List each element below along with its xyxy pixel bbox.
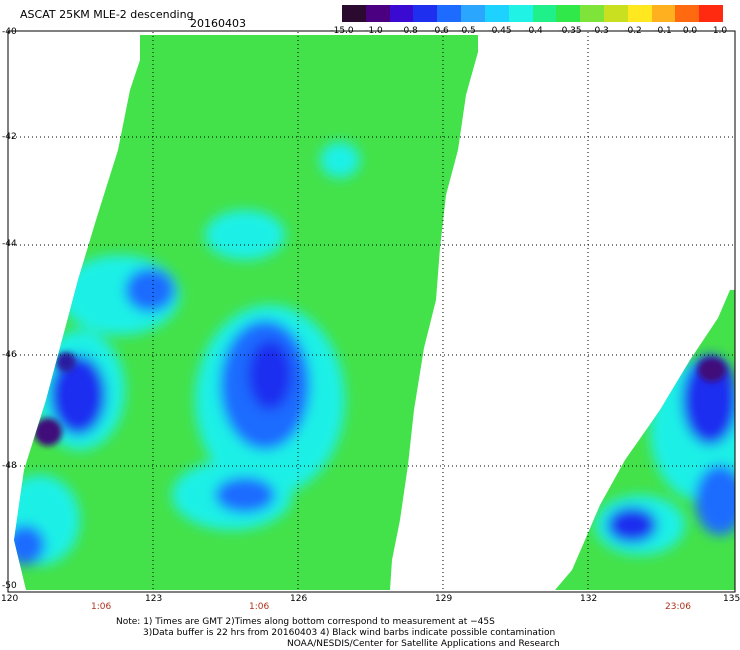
lon-label: 135	[723, 594, 740, 604]
lon-label: 123	[145, 594, 163, 604]
note-line: NOAA/NESDIS/Center for Satellite Applica…	[287, 639, 560, 649]
colorbar-swatch	[556, 5, 581, 22]
time-label: 23:06	[665, 602, 691, 612]
colorbar-swatch	[508, 5, 533, 22]
note-line: 3)Data buffer is 22 hrs from 20160403 4)…	[143, 628, 556, 638]
colorbar	[342, 5, 723, 22]
colorbar-swatch	[627, 5, 652, 22]
colorbar-swatch	[461, 5, 485, 22]
colorbar-swatch	[413, 5, 438, 22]
colorbar-swatch	[699, 5, 723, 22]
colorbar-swatch	[651, 5, 676, 22]
swath-east	[555, 290, 735, 590]
swath-west	[14, 35, 478, 590]
lat-label: -46	[2, 350, 17, 360]
lon-label: 120	[1, 594, 19, 604]
map-frame	[7, 30, 736, 593]
colorbar-swatch	[389, 5, 414, 22]
lat-label: -44	[2, 239, 17, 249]
lon-label: 126	[290, 594, 308, 604]
lat-label: -42	[2, 132, 17, 142]
colorbar-swatch	[437, 5, 462, 22]
colorbar-swatch	[365, 5, 390, 22]
map-title: ASCAT 25KM MLE-2 descending	[20, 8, 194, 21]
colorbar-swatch	[532, 5, 557, 22]
time-label: 1:06	[249, 602, 270, 612]
lat-label: -48	[2, 461, 17, 471]
colorbar-swatch	[675, 5, 700, 22]
lon-label: 129	[435, 594, 453, 604]
note-line: Note: 1) Times are GMT 2)Times along bot…	[116, 617, 495, 627]
lat-label: -40	[2, 27, 17, 37]
colorbar-swatch	[484, 5, 509, 22]
graticule	[8, 32, 735, 592]
map-date: 20160403	[190, 17, 246, 30]
colorbar-swatch	[342, 5, 366, 22]
lon-label: 132	[580, 594, 598, 604]
colorbar-swatch	[580, 5, 604, 22]
lat-label: -50	[2, 581, 17, 591]
colorbar-swatch	[603, 5, 628, 22]
time-label: 1:06	[91, 602, 112, 612]
